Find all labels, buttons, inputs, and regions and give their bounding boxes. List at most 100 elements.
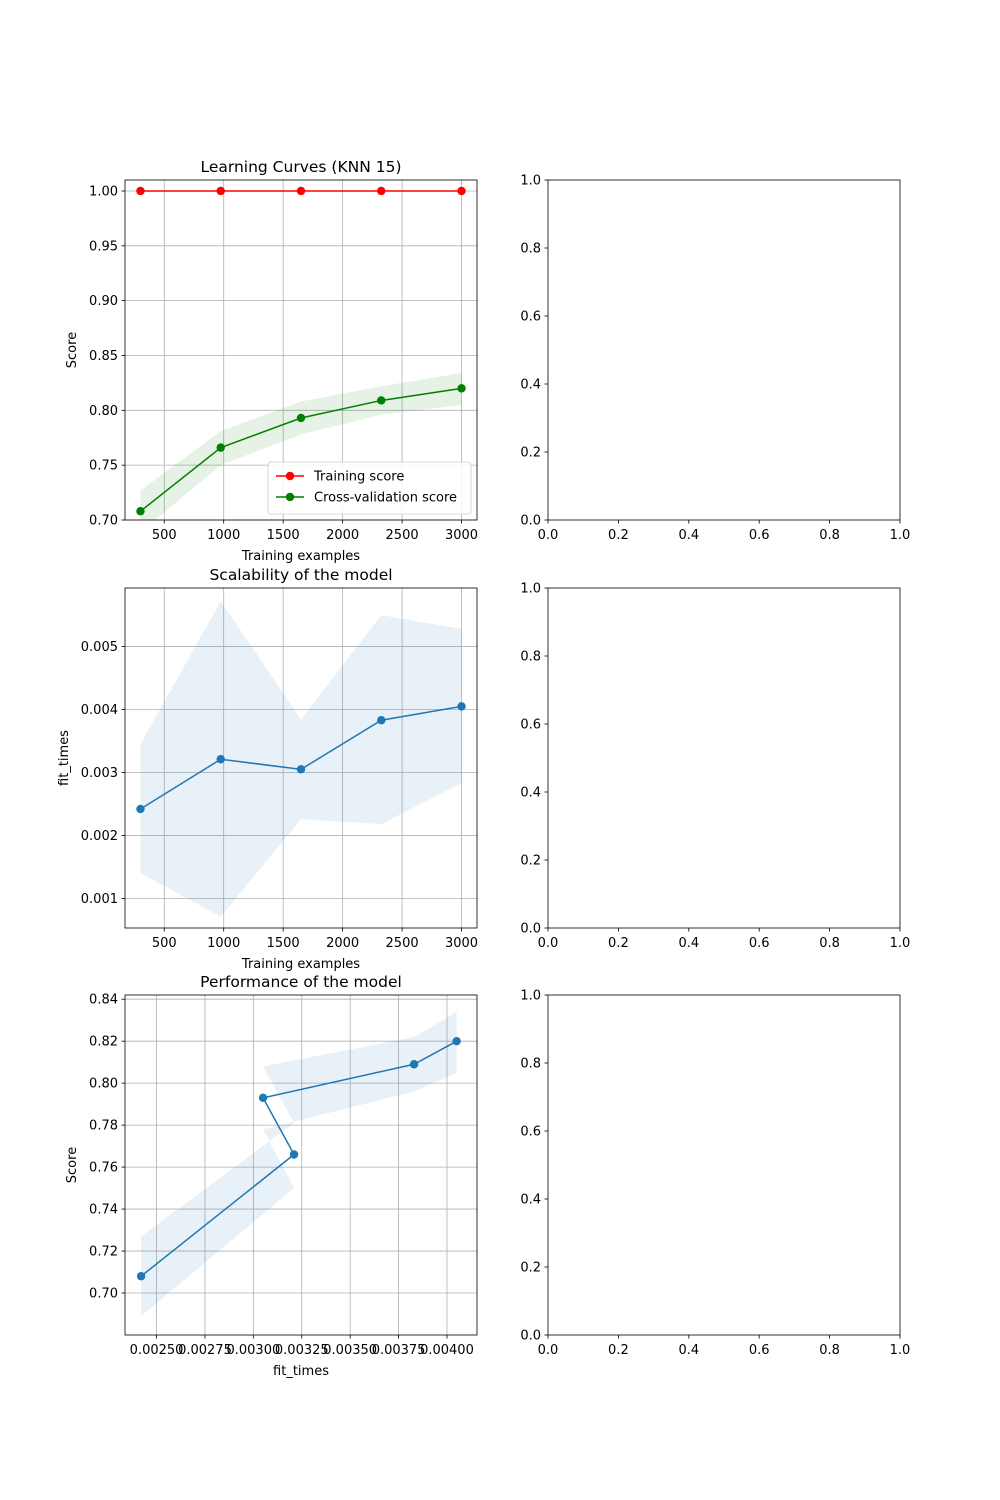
y-tick-label: 0.78 (89, 1119, 118, 1134)
y-tick-label: 1.0 (520, 582, 541, 597)
chart-title: Performance of the model (200, 973, 402, 991)
x-tick-label: 0.00300 (226, 1343, 280, 1358)
data-point (296, 186, 306, 196)
axes-frame (547, 179, 901, 521)
legend-marker (285, 471, 295, 481)
x-tick-label: 2500 (386, 528, 419, 543)
y-tick-label: 0.6 (520, 1125, 541, 1140)
y-tick-label: 0.85 (89, 349, 118, 364)
x-tick-label: 500 (152, 528, 177, 543)
x-tick-label: 0.6 (749, 528, 770, 543)
data-point (452, 1036, 461, 1046)
y-tick-label: 0.0 (520, 922, 541, 937)
y-tick-label: 0.2 (520, 854, 541, 869)
y-tick-label: 0.6 (520, 310, 541, 325)
y-tick-label: 0.8 (520, 650, 541, 665)
axes-frame (124, 179, 478, 521)
y-axis-label: Score (65, 332, 80, 368)
y-tick-label: 0.8 (520, 242, 541, 257)
legend-box (267, 461, 472, 515)
y-tick-label: 0.002 (81, 829, 118, 844)
y-tick-label: 0.0 (520, 514, 541, 529)
x-tick-label: 2500 (386, 936, 419, 951)
x-tick-label: 0.00375 (372, 1343, 426, 1358)
x-tick-label: 3000 (445, 528, 478, 543)
chart-title: Scalability of the model (209, 566, 392, 584)
axes-frame (547, 994, 901, 1336)
x-axis-label: Training examples (241, 549, 360, 564)
y-tick-label: 0.0 (520, 1329, 541, 1344)
data-point (136, 507, 145, 516)
x-tick-label: 0.00250 (130, 1343, 184, 1358)
y-tick-label: 0.4 (520, 378, 541, 393)
x-tick-label: 1000 (207, 528, 240, 543)
x-tick-label: 0.2 (608, 1343, 629, 1358)
x-tick-label: 0.00325 (275, 1343, 329, 1358)
axes-frame (547, 587, 901, 929)
plot-area (136, 186, 466, 520)
y-tick-label: 0.001 (81, 892, 118, 907)
x-tick-label: 0.4 (678, 1343, 699, 1358)
y-tick-label: 0.8 (520, 1057, 541, 1072)
data-point (377, 716, 386, 725)
y-tick-label: 0.004 (81, 703, 118, 718)
y-tick-label: 0.76 (89, 1161, 118, 1176)
x-tick-label: 0.6 (749, 1343, 770, 1358)
x-tick-label: 0.00400 (420, 1343, 474, 1358)
axes-frame (124, 994, 478, 1336)
data-point (457, 186, 466, 196)
x-tick-label: 1.0 (890, 528, 911, 543)
x-tick-label: 0.8 (819, 528, 840, 543)
y-tick-label: 0.70 (89, 1287, 118, 1302)
x-tick-label: 0.6 (749, 936, 770, 951)
data-point (377, 396, 386, 405)
x-tick-label: 1500 (267, 936, 300, 951)
axes-performance: 0.002500.002750.003000.003250.003500.003… (65, 973, 478, 1379)
x-tick-label: 0.00275 (178, 1343, 232, 1358)
plot-area (136, 1011, 461, 1317)
y-tick-label: 1.00 (89, 184, 118, 199)
y-tick-label: 0.6 (520, 718, 541, 733)
data-point (136, 1272, 146, 1281)
data-point (296, 413, 306, 423)
data-point (216, 443, 225, 452)
x-tick-label: 3000 (445, 936, 478, 951)
axes-learning: 500 1000 1500 2000 2500 3000 0.70 0.75 0.80 0.85 0… (65, 158, 478, 564)
legend-label: Training score (313, 470, 404, 485)
y-tick-label: 0.80 (89, 404, 118, 419)
plot-area (136, 601, 466, 917)
legend: Training score Cross-validation score (267, 461, 472, 515)
legend-marker (285, 492, 295, 502)
data-point (296, 765, 306, 774)
x-tick-label: 0.0 (538, 936, 559, 951)
axes-frame (124, 587, 478, 929)
series-band (141, 1011, 457, 1317)
y-tick-label: 0.70 (89, 514, 118, 529)
x-tick-label: 0.8 (819, 1343, 840, 1358)
y-tick-label: 0.2 (520, 1261, 541, 1276)
series-band (140, 601, 462, 917)
data-point (409, 1060, 419, 1069)
x-tick-label: 0.2 (608, 936, 629, 951)
y-axis-label: Score (65, 1147, 80, 1183)
data-point (377, 186, 386, 196)
series-band (140, 373, 462, 520)
axes-empty-1: 0.0 0.2 0.4 0.6 0.8 1.0 0.0 0.2 0.4 0.6 0.8 1.0 (520, 174, 910, 544)
x-tick-label: 1000 (207, 936, 240, 951)
data-point (136, 804, 145, 814)
data-point (457, 384, 466, 393)
x-axis-label: fit_times (273, 1364, 329, 1379)
x-tick-label: 2000 (326, 528, 359, 543)
y-tick-label: 1.0 (520, 989, 541, 1004)
x-tick-label: 0.4 (678, 528, 699, 543)
x-tick-label: 1500 (267, 528, 300, 543)
y-tick-label: 0.003 (81, 766, 118, 781)
y-tick-label: 0.005 (81, 640, 118, 655)
x-axis-label: Training examples (241, 957, 360, 972)
data-point (289, 1150, 299, 1159)
data-point (258, 1093, 268, 1103)
x-tick-label: 0.0 (538, 1343, 559, 1358)
y-tick-label: 0.80 (89, 1077, 118, 1092)
x-tick-label: 0.0 (538, 528, 559, 543)
x-tick-label: 2000 (326, 936, 359, 951)
